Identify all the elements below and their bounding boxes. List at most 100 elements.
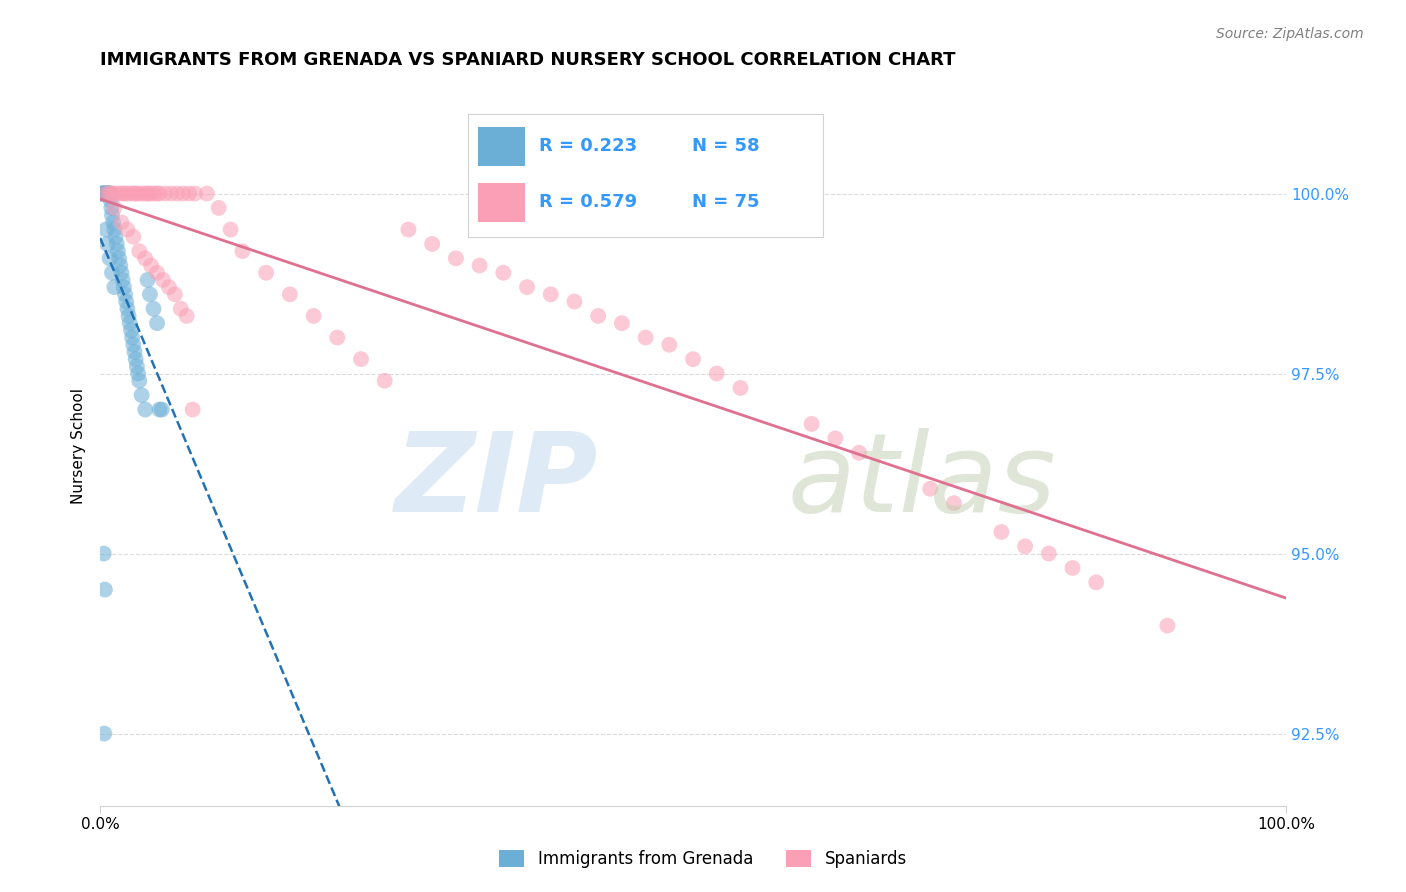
Point — [104, 229, 127, 244]
Point — [166, 186, 188, 201]
Point — [350, 352, 373, 367]
Point — [121, 330, 143, 344]
Point — [1156, 618, 1178, 632]
Y-axis label: Nursery School: Nursery School — [72, 387, 86, 504]
Point — [122, 337, 145, 351]
Point — [90, 186, 112, 201]
Point — [136, 273, 159, 287]
Point — [134, 186, 156, 201]
Point — [91, 186, 114, 201]
Point — [128, 374, 150, 388]
Point — [146, 266, 169, 280]
Point — [444, 252, 467, 266]
Point — [94, 222, 117, 236]
Point — [101, 215, 124, 229]
Point — [110, 215, 132, 229]
Point — [326, 330, 349, 344]
Point — [103, 222, 125, 236]
Point — [658, 337, 681, 351]
Point — [302, 309, 325, 323]
Text: ZIP: ZIP — [395, 428, 598, 535]
Point — [176, 309, 198, 323]
Point — [107, 244, 129, 259]
Point — [398, 222, 420, 236]
Point — [142, 301, 165, 316]
Point — [134, 252, 156, 266]
Point — [94, 186, 117, 201]
Point — [103, 186, 125, 201]
Point — [101, 208, 124, 222]
Point — [112, 186, 135, 201]
Point — [1085, 575, 1108, 590]
Point — [231, 244, 253, 259]
Point — [94, 582, 117, 597]
Point — [93, 186, 115, 201]
Point — [96, 186, 118, 201]
Point — [98, 186, 121, 201]
Point — [117, 309, 139, 323]
Point — [146, 186, 169, 201]
Point — [101, 266, 124, 280]
Point — [920, 482, 942, 496]
Point — [177, 186, 200, 201]
Point — [142, 186, 165, 201]
Point — [374, 374, 396, 388]
Point — [564, 294, 586, 309]
Point — [115, 186, 138, 201]
Point — [93, 547, 115, 561]
Point — [150, 402, 173, 417]
Point — [117, 222, 139, 236]
Point — [610, 316, 633, 330]
Point — [163, 287, 186, 301]
Point — [98, 186, 121, 201]
Text: Source: ZipAtlas.com: Source: ZipAtlas.com — [1216, 27, 1364, 41]
Point — [148, 186, 170, 201]
Point — [100, 194, 122, 208]
Point — [586, 309, 609, 323]
Point — [98, 252, 121, 266]
Point — [98, 186, 121, 201]
Point — [254, 266, 277, 280]
Point — [990, 524, 1012, 539]
Point — [195, 186, 218, 201]
Point — [634, 330, 657, 344]
Point — [118, 316, 141, 330]
Point — [730, 381, 752, 395]
Point — [122, 229, 145, 244]
Point — [208, 201, 231, 215]
Point — [125, 186, 148, 201]
Point — [115, 294, 138, 309]
Point — [170, 301, 193, 316]
Point — [94, 186, 117, 201]
Point — [682, 352, 704, 367]
Point — [146, 316, 169, 330]
Point — [124, 345, 146, 359]
Point — [800, 417, 823, 431]
Point — [134, 402, 156, 417]
Point — [110, 266, 132, 280]
Point — [90, 186, 112, 201]
Text: atlas: atlas — [787, 428, 1056, 535]
Point — [131, 186, 153, 201]
Point — [160, 186, 183, 201]
Point — [91, 186, 114, 201]
Point — [93, 726, 115, 740]
Point — [1014, 540, 1036, 554]
Point — [108, 252, 131, 266]
Point — [96, 186, 118, 201]
Point — [127, 367, 149, 381]
Point — [181, 402, 204, 417]
Point — [152, 273, 174, 287]
Point — [148, 402, 170, 417]
Point — [120, 323, 142, 337]
Point — [824, 431, 846, 445]
Point — [96, 236, 118, 251]
Point — [103, 201, 125, 215]
Point — [100, 201, 122, 215]
Point — [125, 352, 148, 367]
Point — [122, 186, 145, 201]
Point — [105, 236, 128, 251]
Point — [540, 287, 562, 301]
Legend: Immigrants from Grenada, Spaniards: Immigrants from Grenada, Spaniards — [492, 843, 914, 875]
Point — [1062, 561, 1084, 575]
